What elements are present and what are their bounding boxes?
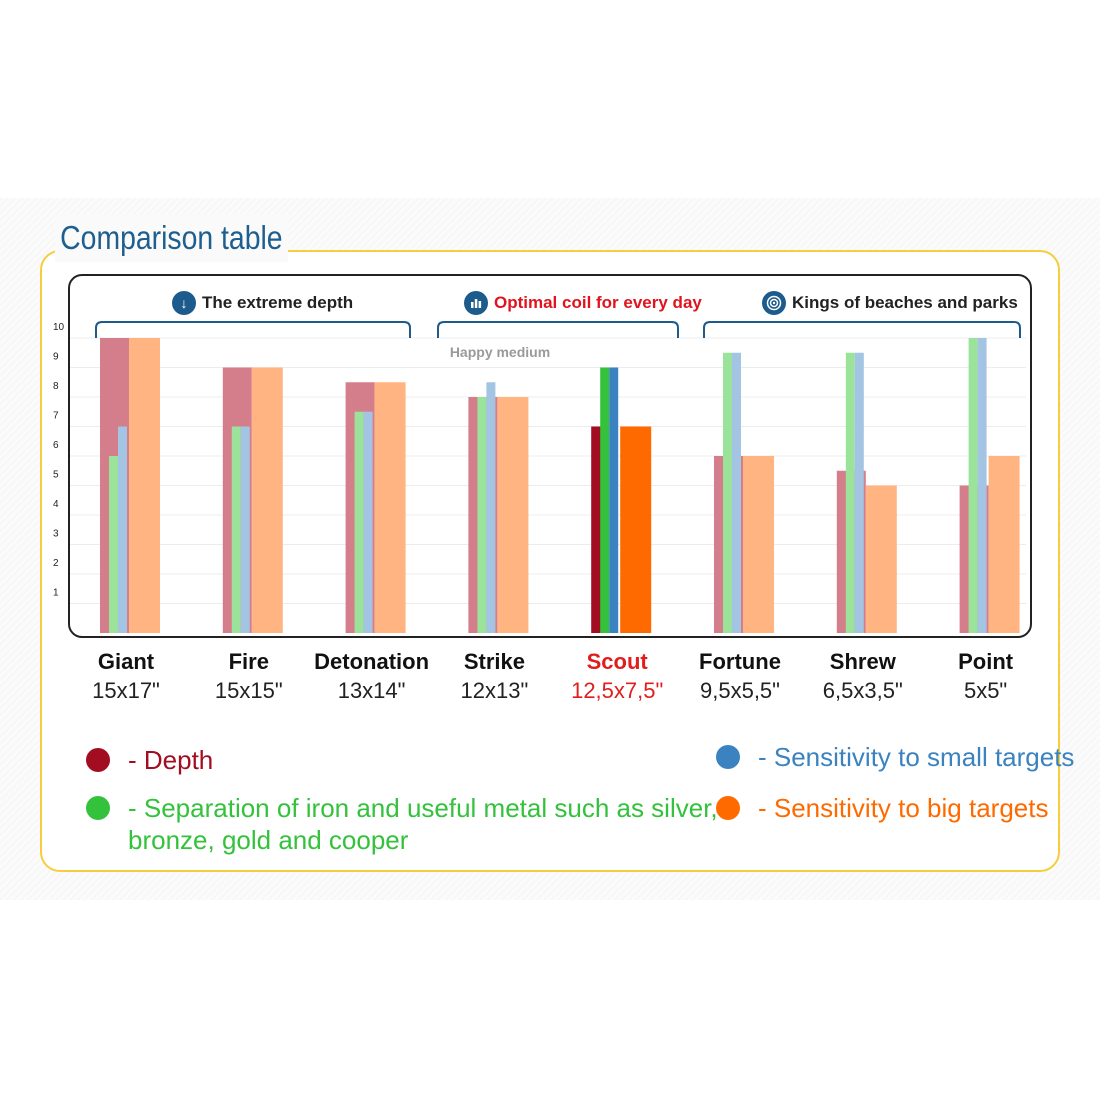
category-size: 9,5x5,5"	[700, 678, 780, 703]
category-fire: Fire 15x15"	[189, 648, 309, 706]
legend-big-targets: - Sensitivity to big targets	[716, 792, 1048, 824]
bar-fortune-big-targets	[743, 456, 774, 633]
legend-label: - Separation of iron and useful metal su…	[128, 793, 718, 855]
bar-fortune-small-targets	[732, 352, 741, 633]
y-tick-label: 2	[53, 558, 59, 569]
category-size: 15x15"	[214, 678, 283, 703]
category-strike: Strike 12x13"	[434, 648, 554, 706]
bar-scout-big-targets	[620, 426, 652, 633]
y-tick-label: 4	[53, 499, 59, 510]
category-detonation: Detonation 13x14"	[312, 648, 432, 706]
bar-scout-depth	[591, 426, 602, 633]
category-size: 12x13"	[460, 678, 529, 703]
category-point: Point 5x5"	[926, 648, 1046, 706]
bar-giant-separation	[109, 456, 118, 633]
legend-swatch	[716, 796, 740, 820]
group-bracket	[437, 321, 679, 338]
group-optimal-coil: Optimal coil for every day	[464, 288, 702, 318]
bar-detonation-small-targets	[363, 411, 373, 633]
group-label: The extreme depth	[202, 293, 354, 312]
category-fortune: Fortune 9,5x5,5"	[680, 648, 800, 706]
legend-swatch	[86, 748, 110, 772]
category-name: Giant	[97, 649, 155, 674]
bar-detonation-big-targets	[374, 382, 406, 633]
y-tick-label: 9	[53, 352, 59, 363]
bar-strike-separation	[477, 397, 487, 633]
y-tick-label: 5	[53, 470, 59, 481]
category-name: Fire	[228, 649, 269, 674]
category-name: Scout	[586, 649, 648, 674]
bar-point-big-targets	[988, 456, 1020, 633]
category-name: Fortune	[699, 649, 781, 674]
group-label: Kings of beaches and parks	[792, 293, 1018, 312]
group-kings-beaches: Kings of beaches and parks	[762, 288, 1018, 318]
category-name: Shrew	[829, 649, 896, 674]
legend-label: - Depth	[128, 745, 214, 775]
group-bracket	[95, 321, 411, 338]
legend-swatch	[716, 745, 740, 769]
group-bracket	[703, 321, 1021, 338]
y-tick-label: 8	[53, 381, 59, 392]
bar-fire-big-targets	[251, 367, 283, 633]
bar-giant-big-targets	[129, 338, 160, 633]
bar-shrew-separation	[845, 352, 855, 633]
target-icon	[762, 291, 786, 315]
group-label: Optimal coil for every day	[494, 293, 702, 312]
arrow-down-icon: ↓	[172, 291, 196, 315]
bar-scout-separation	[600, 367, 610, 633]
category-giant: Giant 15x17"	[66, 648, 186, 706]
category-size: 13x14"	[337, 678, 406, 703]
legend-label: - Sensitivity to big targets	[758, 793, 1049, 823]
bar-shrew-small-targets	[854, 352, 864, 633]
category-scout: Scout 12,5x7,5"	[557, 648, 677, 706]
legend-separation: - Separation of iron and useful metal su…	[86, 792, 718, 856]
category-size: 5x5"	[963, 678, 1008, 703]
y-tick-label: 10	[53, 322, 65, 333]
bar-fortune-separation	[723, 352, 732, 633]
bar-shrew-big-targets	[865, 485, 897, 633]
legend-swatch	[86, 796, 110, 820]
category-name: Point	[958, 649, 1014, 674]
y-tick-label: 1	[53, 588, 59, 599]
legend-label: - Sensitivity to small targets	[758, 742, 1075, 772]
bar-point-separation	[968, 338, 978, 633]
y-tick-label: 3	[53, 529, 59, 540]
bar-point-small-targets	[977, 338, 987, 633]
bar-chart-icon	[464, 291, 488, 315]
bar-fire-separation	[231, 426, 241, 633]
group-extreme-depth: ↓ The extreme depth	[172, 288, 353, 318]
category-shrew: Shrew 6,5x3,5"	[803, 648, 923, 706]
category-name: Detonation	[314, 649, 430, 674]
bar-fire-small-targets	[240, 426, 250, 633]
bar-giant-small-targets	[118, 426, 127, 633]
y-tick-label: 6	[53, 440, 59, 451]
bar-scout-small-targets	[609, 367, 619, 633]
bar-detonation-separation	[354, 411, 364, 633]
category-size: 6,5x3,5"	[822, 678, 903, 703]
happy-medium-label: Happy medium	[449, 344, 551, 360]
category-size: 12,5x7,5"	[571, 678, 664, 703]
legend-depth: - Depth	[86, 744, 213, 776]
category-name: Strike	[463, 649, 525, 674]
y-tick-label: 7	[53, 411, 59, 422]
category-size: 15x17"	[92, 678, 160, 703]
bar-strike-small-targets	[486, 382, 496, 633]
legend-small-targets: - Sensitivity to small targets	[716, 741, 1074, 773]
page-title: Comparison table	[55, 214, 288, 262]
bar-strike-big-targets	[497, 397, 529, 633]
